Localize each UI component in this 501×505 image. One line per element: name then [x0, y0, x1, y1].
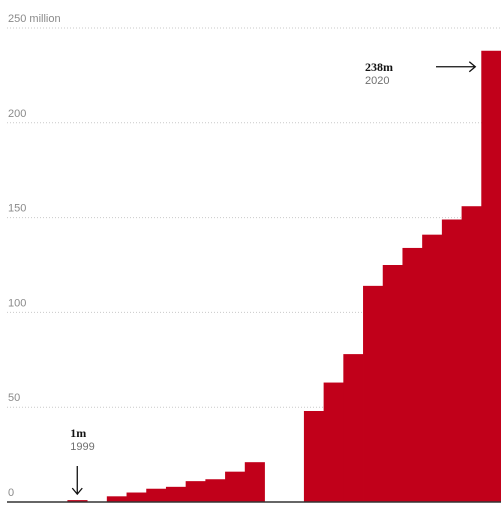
- y-tick-label: 150: [8, 203, 26, 215]
- y-tick-labels: 0 50 100 150 200 250 million: [8, 13, 61, 499]
- bar: [106, 496, 127, 502]
- annotation-year: 2020: [365, 75, 389, 87]
- bar: [303, 410, 325, 502]
- bar: [323, 382, 344, 502]
- annotation-arrow-right: [436, 61, 477, 73]
- annotation-year: 1999: [70, 441, 94, 453]
- bar: [481, 50, 501, 502]
- bar: [402, 247, 423, 502]
- annotation-value: 1m: [70, 426, 86, 440]
- bar: [185, 481, 206, 502]
- bar: [461, 206, 482, 502]
- y-tick-label: 100: [8, 297, 26, 309]
- bar: [343, 354, 364, 502]
- y-tick-label: 250 million: [8, 13, 61, 25]
- bar: [205, 479, 226, 502]
- annotation-arrow-down: [71, 466, 83, 496]
- bar: [225, 471, 246, 502]
- y-tick-label: 200: [8, 108, 26, 120]
- bar: [441, 219, 462, 502]
- bar: [126, 492, 147, 502]
- bar: [244, 462, 265, 502]
- y-tick-label: 50: [8, 392, 20, 404]
- y-tick-label: 0: [8, 487, 14, 499]
- annotation-value: 238m: [365, 60, 393, 74]
- bar: [67, 500, 88, 502]
- bar: [363, 285, 384, 502]
- bar: [165, 486, 187, 502]
- bar: [146, 488, 167, 502]
- bar: [382, 265, 403, 502]
- bars: [67, 50, 501, 502]
- bar: [422, 234, 443, 502]
